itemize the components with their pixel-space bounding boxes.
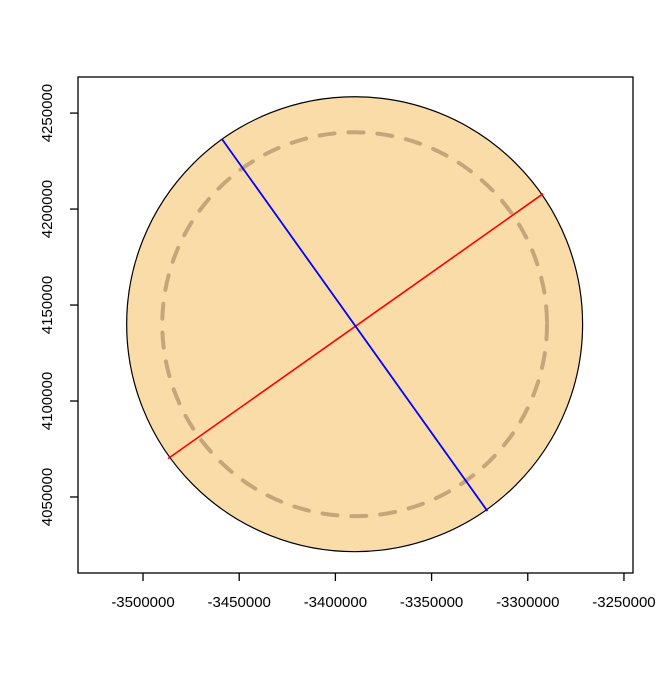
y-tick-label: 4150000 [39, 276, 56, 334]
x-tick-label: -3400000 [304, 594, 367, 611]
y-tick-label: 4050000 [39, 468, 56, 526]
x-tick-label: -3500000 [111, 594, 174, 611]
x-tick-label: -3300000 [496, 594, 559, 611]
x-tick-label: -3350000 [400, 594, 463, 611]
inner-circle-dashed [160, 130, 550, 519]
y-tick-label: 4100000 [39, 372, 56, 430]
plot-box [77, 76, 634, 574]
y-tick-label: 4200000 [39, 180, 56, 238]
x-tick-label: -3450000 [208, 594, 271, 611]
y-tick-label: 4250000 [39, 84, 56, 142]
diameter-line-blue [221, 138, 489, 512]
x-tick-label: -3250000 [592, 594, 655, 611]
